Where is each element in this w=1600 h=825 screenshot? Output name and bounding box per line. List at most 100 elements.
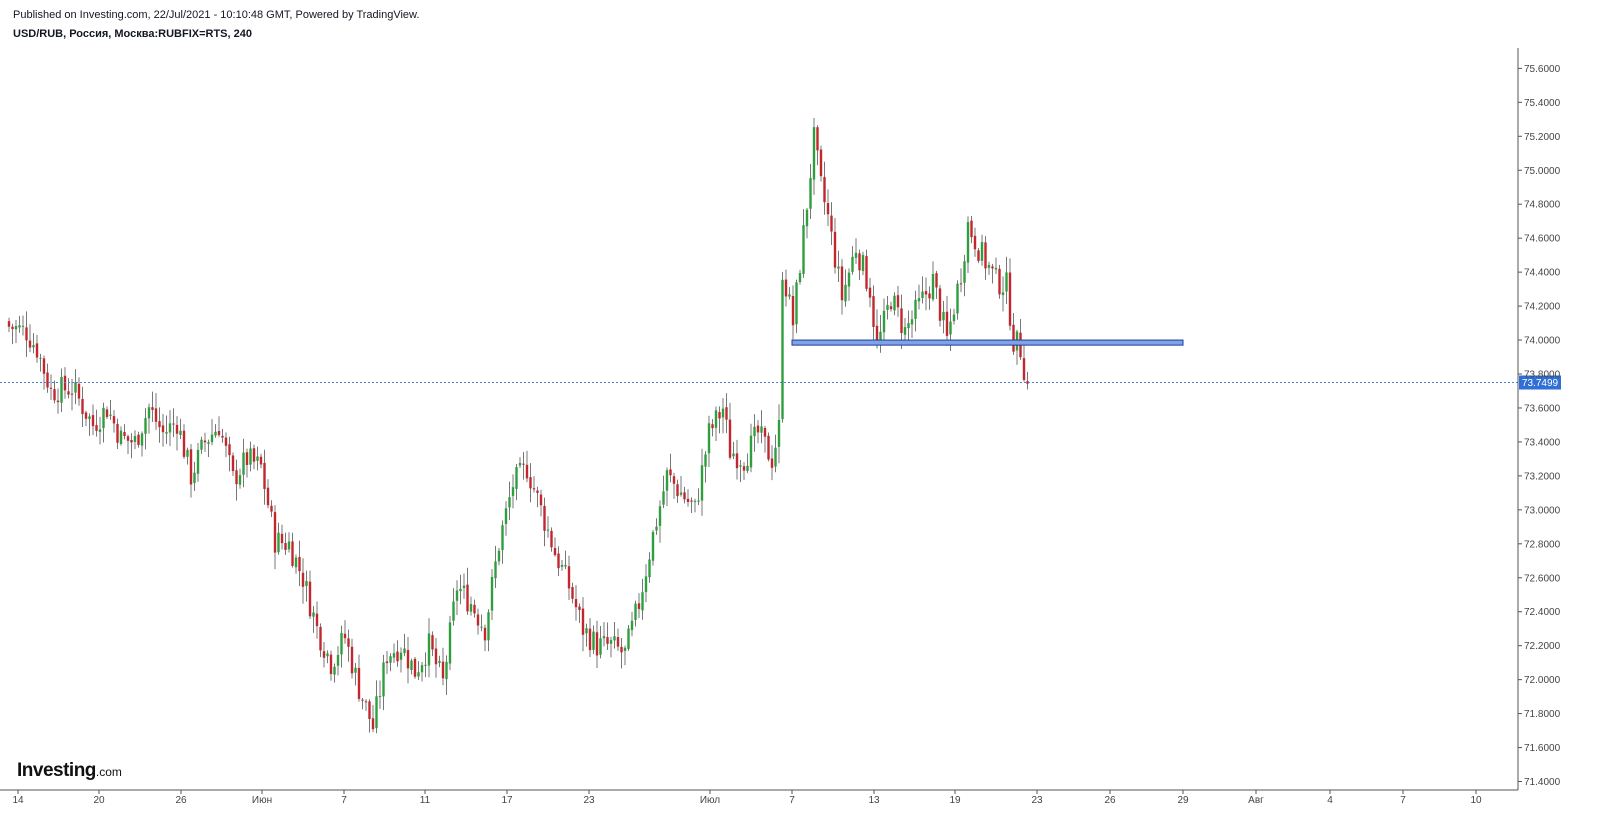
candle-down [175,424,179,434]
candle-up [732,453,735,457]
x-tick-label: 14 [12,795,24,806]
candle-down [532,488,536,490]
candle-down [112,416,116,424]
candle-up [739,465,742,467]
candle-down [7,321,11,327]
candle-up [469,604,473,612]
support-zone[interactable] [791,339,1184,346]
candle-up [459,588,462,592]
candle-down [767,435,770,460]
y-tick-label: 71.6000 [1524,743,1561,754]
current-price-label: 73.7499 [1522,378,1559,389]
candle-up [651,532,655,561]
candles-layer [7,118,1029,734]
current-price-badge [1519,375,1561,390]
candle-up [98,429,102,433]
candle-up [809,178,812,209]
candle-up [886,304,889,310]
candle-up [812,127,816,180]
candle-down [690,500,693,502]
candle-up [214,431,217,436]
candle-down [770,458,774,468]
candle-down [581,608,585,635]
candle-down [823,176,826,203]
candle-up [721,408,725,418]
candle-up [914,299,917,319]
y-tick-label: 75.6000 [1524,64,1561,75]
candle-down [791,296,795,326]
candle-down [578,606,581,611]
candle-down [116,423,119,443]
candle-up [382,662,385,697]
candle-up [700,465,704,501]
candle-down [525,464,529,479]
candle-down [991,266,994,269]
candle-up [662,491,665,505]
candle-down [466,584,469,612]
y-tick-label: 75.0000 [1524,166,1561,177]
x-tick-label: 23 [1031,795,1043,806]
candle-down [571,587,574,599]
candle-up [102,407,105,429]
candle-down [718,411,721,419]
candle-up [592,631,595,650]
candle-up [693,500,697,502]
candle-down [364,701,368,703]
candle-up [987,264,991,268]
candle-down [945,311,949,336]
candle-down [70,393,74,395]
investing-logo[interactable]: Investing.com [17,760,122,782]
candle-down [529,477,532,489]
candle-down [385,661,389,664]
candle-down [595,632,599,656]
candle-down [235,470,238,485]
published-caption: Published on Investing.com, 22/Jul/2021 … [13,9,420,21]
candle-down [273,512,277,553]
candle-up [641,592,644,611]
candle-down [63,375,67,391]
y-tick-label: 73.0000 [1524,505,1561,516]
candle-down [536,490,539,493]
x-axis-ticks: 14 20 26 Июн 7 11 17 23 Июл 7 13 19 23 26 29 Авг 4 7 10 [12,790,1482,806]
candle-up [165,432,168,434]
candle-down [550,530,553,548]
candle-up [781,279,784,420]
candle-up [795,282,798,325]
candle-down [1026,381,1029,384]
candle-down [126,436,130,441]
y-tick-label: 74.4000 [1524,268,1561,279]
candle-up [133,436,137,442]
x-tick-label: 7 [1400,795,1406,806]
candle-down [588,628,592,651]
candle-up [424,664,427,666]
candle-up [931,273,935,300]
candle-down [483,627,487,641]
candle-up [837,266,840,269]
candle-down [172,423,175,425]
candle-up [546,529,550,531]
candle-down [343,633,347,639]
candle-up [1001,292,1005,296]
candle-down [434,648,438,665]
candle-up [501,525,504,551]
candle-down [53,389,56,401]
candle-up [917,298,921,302]
candle-down [637,603,641,609]
candle-up [140,433,144,446]
candle-up [326,653,329,657]
candle-down [557,553,560,569]
candle-down [91,415,95,427]
candle-up [417,672,420,677]
candle-down [270,505,273,512]
candle-up [109,414,112,416]
candle-down [221,435,224,438]
candle-down [84,412,88,419]
candle-up [438,660,441,663]
candle-down [161,425,165,433]
candle-down [441,661,445,679]
candle-down [361,699,364,701]
candle-up [39,357,42,359]
candle-down [683,492,686,500]
candle-up [861,255,865,272]
